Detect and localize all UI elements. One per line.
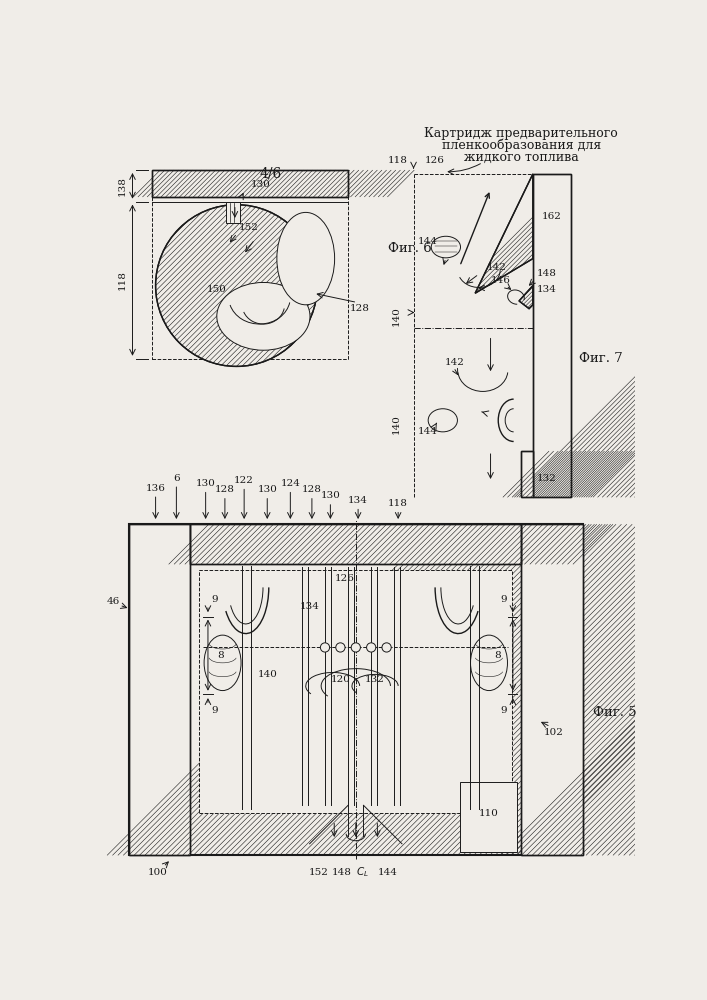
Text: 126: 126 xyxy=(425,156,445,165)
Text: 4/6: 4/6 xyxy=(260,167,282,181)
Text: 142: 142 xyxy=(444,358,464,367)
Text: 148: 148 xyxy=(332,868,352,877)
Bar xyxy=(521,451,533,497)
Text: 118: 118 xyxy=(118,270,127,290)
Text: 136: 136 xyxy=(146,484,165,493)
Bar xyxy=(129,524,583,855)
Text: 130: 130 xyxy=(320,491,340,500)
Bar xyxy=(521,524,583,855)
Text: 130: 130 xyxy=(196,479,216,488)
Text: 152: 152 xyxy=(309,868,329,877)
Text: 9: 9 xyxy=(500,706,507,715)
Text: Картридж предварительного: Картридж предварительного xyxy=(424,127,618,140)
Text: 9: 9 xyxy=(211,595,218,604)
Text: 134: 134 xyxy=(300,602,320,611)
Text: 8: 8 xyxy=(494,651,501,660)
Text: 118: 118 xyxy=(387,156,407,165)
Text: 122: 122 xyxy=(234,476,254,485)
Circle shape xyxy=(351,643,361,652)
Text: 144: 144 xyxy=(378,868,398,877)
Text: 138: 138 xyxy=(118,176,127,196)
Bar xyxy=(533,174,571,497)
Text: 124: 124 xyxy=(281,479,300,488)
Text: Фиг. 5: Фиг. 5 xyxy=(593,706,637,719)
Ellipse shape xyxy=(428,409,457,432)
Circle shape xyxy=(336,643,345,652)
Text: 8: 8 xyxy=(217,651,224,660)
Ellipse shape xyxy=(204,635,241,691)
Text: 140: 140 xyxy=(257,670,277,679)
Text: 146: 146 xyxy=(491,276,510,285)
Bar xyxy=(533,174,571,497)
Text: 128: 128 xyxy=(350,304,370,313)
Text: 120: 120 xyxy=(330,675,351,684)
Bar xyxy=(226,202,240,223)
Text: 144: 144 xyxy=(417,237,438,246)
Bar xyxy=(152,170,348,359)
Text: 130: 130 xyxy=(257,485,277,494)
Text: 130: 130 xyxy=(250,180,270,189)
Text: 46: 46 xyxy=(107,597,120,606)
Circle shape xyxy=(382,643,391,652)
Polygon shape xyxy=(519,286,533,309)
Circle shape xyxy=(156,205,317,366)
Bar xyxy=(152,170,348,197)
Text: 162: 162 xyxy=(542,212,562,221)
Bar xyxy=(190,524,521,564)
Ellipse shape xyxy=(431,236,460,258)
Text: Фиг. 6: Фиг. 6 xyxy=(388,242,431,255)
Text: 140: 140 xyxy=(392,414,401,434)
Bar xyxy=(199,570,512,813)
Text: пленкообразования для: пленкообразования для xyxy=(442,139,601,152)
Text: 126: 126 xyxy=(334,574,354,583)
Bar xyxy=(460,782,518,852)
Text: 142: 142 xyxy=(486,263,507,272)
Text: 118: 118 xyxy=(388,499,408,508)
Ellipse shape xyxy=(217,282,310,350)
Text: 140: 140 xyxy=(392,306,401,326)
Text: 100: 100 xyxy=(148,868,168,877)
Text: 148: 148 xyxy=(537,269,556,278)
Text: 144: 144 xyxy=(417,427,438,436)
Text: $\mathit{C}_L$: $\mathit{C}_L$ xyxy=(356,865,368,879)
Text: 128: 128 xyxy=(302,485,322,494)
Text: 134: 134 xyxy=(537,285,556,294)
Circle shape xyxy=(320,643,329,652)
Text: 9: 9 xyxy=(500,595,507,604)
Bar xyxy=(521,524,583,855)
Text: 152: 152 xyxy=(239,223,259,232)
Text: 132: 132 xyxy=(537,474,556,483)
Text: 128: 128 xyxy=(215,485,235,494)
Text: жидкого топлива: жидкого топлива xyxy=(464,150,579,163)
Bar xyxy=(190,524,521,564)
Text: 150: 150 xyxy=(207,285,227,294)
Text: 132: 132 xyxy=(365,675,385,684)
Bar xyxy=(129,524,190,855)
Text: 134: 134 xyxy=(348,496,368,505)
Ellipse shape xyxy=(471,635,508,691)
Text: 6: 6 xyxy=(173,474,180,483)
Text: Фиг. 7: Фиг. 7 xyxy=(579,352,623,365)
Text: 110: 110 xyxy=(479,808,499,818)
Polygon shape xyxy=(475,174,533,293)
Text: 9: 9 xyxy=(211,706,218,715)
Text: 102: 102 xyxy=(544,728,563,737)
Bar xyxy=(521,451,533,497)
Circle shape xyxy=(366,643,376,652)
Bar xyxy=(129,524,190,855)
Ellipse shape xyxy=(277,212,334,305)
Bar xyxy=(152,170,348,197)
